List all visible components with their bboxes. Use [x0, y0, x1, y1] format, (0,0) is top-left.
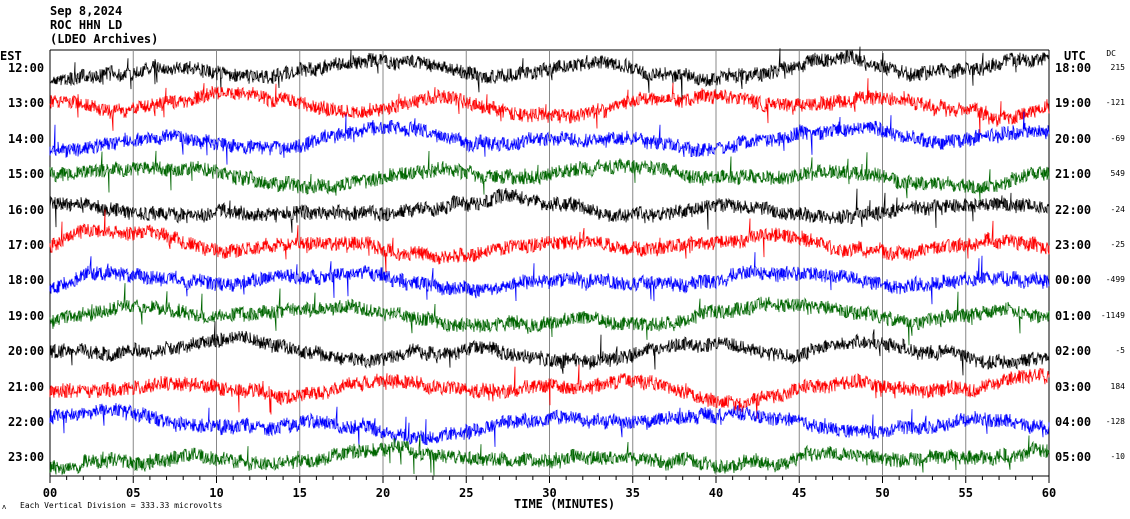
x-tick-label: 35 — [625, 486, 640, 500]
dc-offset-value: -121 — [1105, 98, 1125, 108]
est-hour-label: 13:00 — [8, 96, 45, 111]
x-tick-label: 15 — [292, 486, 307, 500]
utc-hour-label: 20:00 — [1055, 131, 1092, 146]
est-hour-label: 12:00 — [8, 61, 45, 75]
seismic-trace-1700 — [49, 209, 1050, 273]
utc-axis-title: UTC — [1064, 49, 1086, 63]
utc-hour-label: 00:00 — [1055, 273, 1092, 288]
dc-title: DC — [1106, 49, 1116, 58]
x-tick-label: 55 — [958, 486, 973, 500]
x-tick-label: 30 — [542, 486, 557, 500]
seismic-trace-1800 — [49, 252, 1050, 305]
dc-offset-value: -25 — [1110, 240, 1125, 249]
est-hour-label: 14:00 — [8, 131, 45, 146]
dc-offset-value: -1149 — [1100, 310, 1125, 320]
network-label: (LDEO Archives) — [50, 32, 159, 46]
seismic-trace-2000 — [49, 321, 1050, 376]
est-hour-label: 20:00 — [8, 344, 45, 359]
seismic-trace-1400 — [49, 111, 1050, 165]
est-hour-label: 15:00 — [8, 167, 45, 182]
seismic-trace-2300 — [49, 434, 1050, 476]
utc-hour-label: 04:00 — [1055, 415, 1092, 429]
scale-note: Each Vertical Division = 333.33 microvol… — [20, 501, 223, 510]
dc-offset-value: 549 — [1110, 169, 1125, 179]
logo-icon: ʌ — [2, 503, 7, 511]
x-tick-label: 45 — [792, 486, 807, 500]
x-tick-label: 10 — [209, 486, 224, 500]
x-tick-label: 25 — [459, 486, 474, 500]
est-hour-label: 23:00 — [8, 450, 45, 465]
est-hour-label: 16:00 — [8, 202, 45, 217]
est-hour-label: 22:00 — [8, 415, 45, 429]
utc-hour-label: 21:00 — [1055, 167, 1092, 182]
x-tick-label: 50 — [875, 486, 890, 500]
utc-hour-label: 19:00 — [1055, 96, 1092, 111]
seismic-trace-1500 — [49, 150, 1050, 202]
x-tick-label: 05 — [126, 486, 141, 500]
utc-hour-label: 22:00 — [1055, 202, 1092, 217]
dc-offset-value: -5 — [1115, 346, 1125, 356]
utc-hour-label: 01:00 — [1055, 308, 1092, 323]
seismic-trace-1900 — [49, 283, 1050, 346]
x-tick-label: 20 — [375, 486, 391, 500]
est-hour-label: 17:00 — [8, 238, 45, 252]
seismic-trace-2200 — [49, 402, 1050, 448]
dc-offset-value: -128 — [1105, 417, 1125, 426]
est-axis-title: EST — [0, 49, 22, 63]
seismic-trace-1300 — [49, 78, 1050, 136]
x-tick-label: 40 — [708, 486, 724, 500]
date-label: Sep 8,2024 — [50, 4, 123, 18]
utc-hour-label: 05:00 — [1055, 450, 1092, 465]
est-hour-label: 19:00 — [8, 308, 45, 323]
seismic-trace-1600 — [49, 187, 1050, 233]
station-label: ROC HHN LD — [50, 18, 123, 32]
dc-offset-value: -10 — [1110, 452, 1125, 462]
dc-offset-value: 184 — [1110, 381, 1125, 391]
utc-hour-label: 18:00 — [1055, 61, 1092, 75]
utc-hour-label: 03:00 — [1055, 379, 1092, 394]
x-axis-label: TIME (MINUTES) — [514, 497, 616, 511]
est-hour-label: 21:00 — [8, 379, 45, 394]
x-tick-label: 60 — [1041, 486, 1057, 500]
dc-offset-value: -69 — [1110, 133, 1125, 143]
dc-offset-value: -24 — [1110, 204, 1125, 214]
x-tick-label: 00 — [42, 486, 58, 500]
dc-offset-value: 215 — [1110, 63, 1125, 72]
seismic-trace-2100 — [49, 364, 1050, 419]
seismic-trace-1200 — [49, 46, 1050, 101]
dc-offset-value: -499 — [1105, 275, 1125, 285]
est-hour-label: 18:00 — [8, 273, 45, 288]
utc-hour-label: 23:00 — [1055, 238, 1092, 252]
utc-hour-label: 02:00 — [1055, 344, 1092, 359]
